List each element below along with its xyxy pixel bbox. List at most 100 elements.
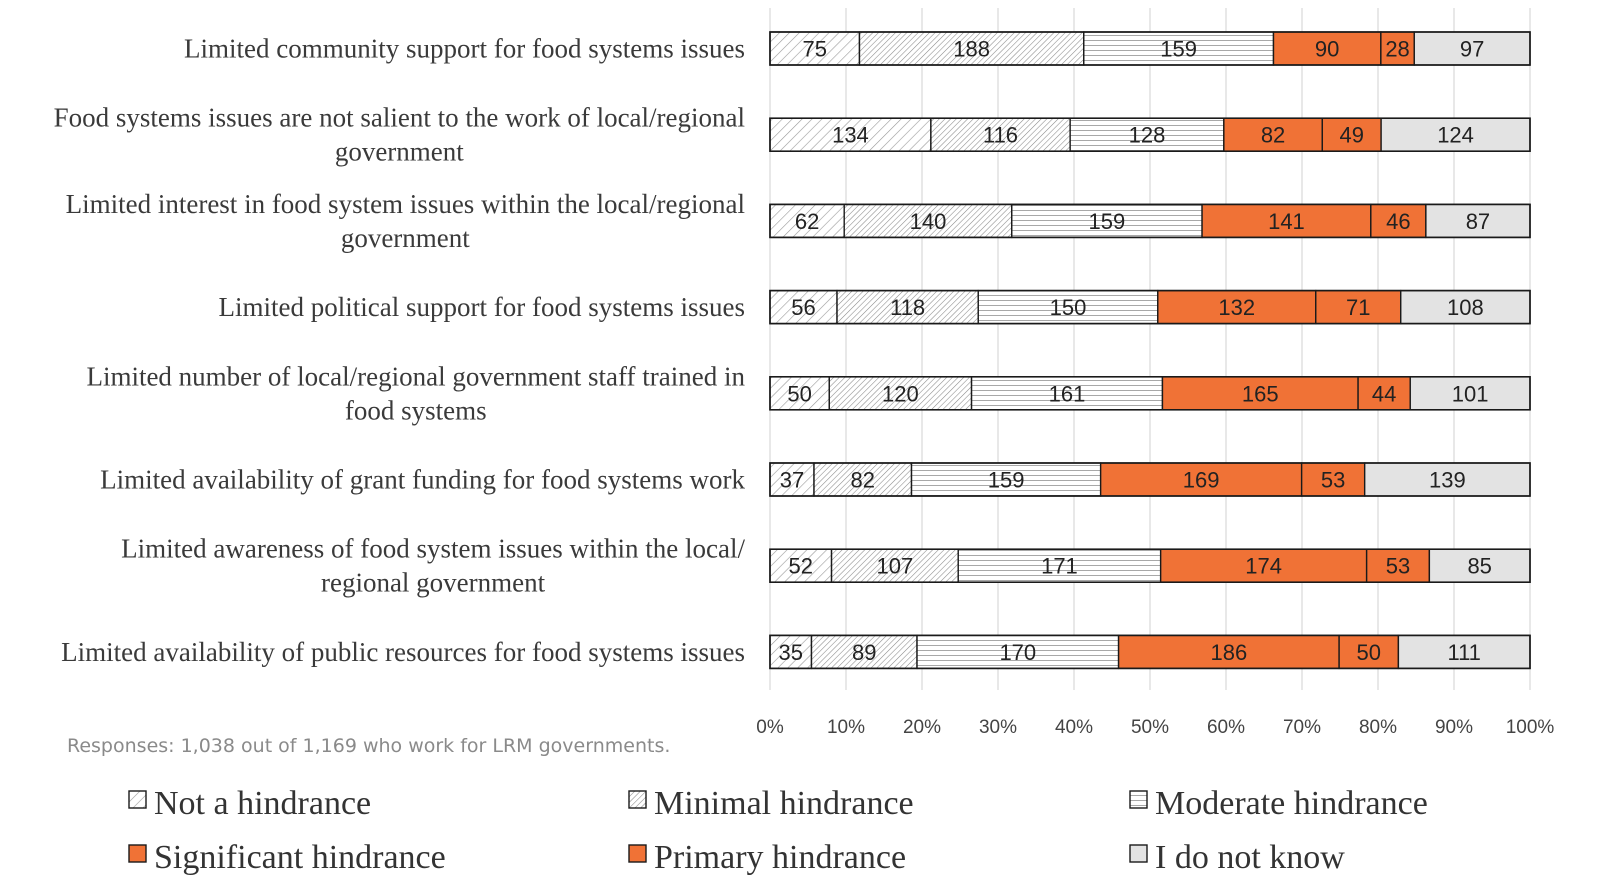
bar-segment [1161, 376, 1359, 411]
legend-item: Significant hindrance [128, 839, 446, 876]
data-label: 128 [1129, 123, 1166, 148]
x-axis-ticks: 0% 10% 20% 30% 40% 50% 60% 70% 80% 90% 100% [756, 717, 1554, 738]
data-label: 49 [1339, 123, 1363, 148]
category-label: Limited number of local/regional governm… [86, 361, 745, 391]
x-tick-label: 80% [1359, 717, 1397, 738]
data-label: 37 [780, 468, 804, 493]
category-labels: Limited community support for food syste… [54, 34, 746, 667]
data-label: 85 [1467, 554, 1491, 579]
x-tick-label: 100% [1506, 717, 1555, 738]
legend-label: Primary hindrance [654, 839, 906, 876]
data-label: 71 [1346, 295, 1370, 320]
bar-outline [769, 203, 1531, 239]
legend-item: Not a hindrance [128, 785, 371, 822]
data-label: 174 [1245, 554, 1282, 579]
legend-item: Minimal hindrance [628, 785, 914, 822]
bar-row: 35 89 170 186 50 111 [769, 634, 1531, 670]
data-label: 75 [802, 37, 826, 62]
legend-label: Not a hindrance [154, 785, 371, 822]
data-label: 132 [1218, 295, 1255, 320]
data-label: 87 [1466, 209, 1490, 234]
data-label: 141 [1268, 209, 1305, 234]
bar-segment [769, 548, 833, 583]
legend: Not a hindrance Minimal hindrance Moderate… [128, 785, 1428, 876]
x-tick-label: 20% [903, 717, 941, 738]
bar-segment [769, 31, 861, 66]
data-label: 50 [787, 381, 811, 406]
legend-label: Significant hindrance [154, 839, 446, 876]
data-label: 171 [1041, 554, 1078, 579]
category-label: Limited interest in food system issues w… [66, 189, 745, 219]
category-label: Limited availability of grant funding fo… [100, 465, 745, 495]
data-label: 101 [1452, 381, 1489, 406]
bar-row: 56 118 150 132 71 108 [769, 289, 1531, 325]
data-label: 97 [1460, 37, 1484, 62]
category-label: Limited awareness of food system issues … [121, 534, 745, 564]
legend-item: Primary hindrance [628, 839, 906, 876]
legend-label: Minimal hindrance [654, 785, 914, 822]
data-label: 140 [910, 209, 947, 234]
bar-outline [769, 117, 1531, 152]
data-label: 165 [1242, 381, 1279, 406]
data-label: 107 [877, 554, 914, 579]
data-label: 62 [795, 209, 819, 234]
data-label: 150 [1050, 295, 1087, 320]
bar-row: 134 116 128 82 49 124 [769, 117, 1531, 152]
bar-outline [769, 462, 1531, 497]
x-tick-label: 50% [1131, 717, 1169, 738]
data-label: 89 [852, 640, 876, 665]
data-label: 108 [1447, 295, 1484, 320]
data-label: 111 [1447, 640, 1480, 665]
data-label: 188 [953, 37, 990, 62]
bar-segment [1099, 462, 1303, 497]
data-label: 159 [988, 468, 1025, 493]
data-label: 124 [1437, 123, 1474, 148]
category-label-continued: regional government [321, 568, 546, 598]
bar-segment [769, 203, 845, 239]
bar-segment [970, 376, 1164, 411]
bar-segment [930, 117, 1071, 152]
data-label: 50 [1357, 640, 1381, 665]
data-label: 186 [1210, 640, 1247, 665]
data-label: 170 [999, 640, 1036, 665]
data-label: 35 [779, 640, 803, 665]
legend-swatch [628, 790, 647, 809]
responses-note: Responses: 1,038 out of 1,169 who work f… [67, 735, 670, 757]
data-label: 82 [1261, 123, 1285, 148]
legend-item: Moderate hindrance [1129, 785, 1428, 822]
x-tick-label: 70% [1283, 717, 1321, 738]
x-tick-label: 0% [756, 717, 784, 738]
legend-swatch [628, 844, 647, 863]
bar-segment [810, 634, 918, 670]
category-label: Limited availability of public resources… [61, 637, 745, 667]
data-label: 44 [1372, 381, 1396, 406]
category-label-continued: government [335, 137, 464, 167]
category-label: Limited community support for food syste… [184, 34, 745, 64]
bar-outline [769, 375, 1531, 411]
bar-segment [1011, 203, 1203, 239]
data-label: 118 [890, 295, 925, 320]
bar-row: 50 120 161 165 44 101 [769, 375, 1531, 411]
data-label: 159 [1160, 37, 1197, 62]
x-tick-label: 40% [1055, 717, 1093, 738]
x-tick-label: 30% [979, 717, 1017, 738]
data-label: 46 [1386, 209, 1410, 234]
bar-outline [769, 31, 1531, 66]
legend-item: I do not know [1129, 839, 1345, 876]
category-label: Limited political support for food syste… [219, 292, 745, 322]
x-tick-label: 90% [1435, 717, 1473, 738]
grid-lines [769, 8, 1531, 690]
legend-swatch [1129, 790, 1148, 809]
data-label: 82 [851, 468, 875, 493]
bar-outline [769, 548, 1531, 584]
bar-row: 62 140 159 141 46 87 [769, 203, 1531, 239]
bar-row: 37 82 159 169 53 139 [769, 462, 1531, 497]
data-label: 52 [789, 554, 813, 579]
data-label: 120 [882, 381, 919, 406]
category-label-continued: government [341, 223, 470, 253]
data-label: 134 [832, 123, 869, 148]
bar-segment [1380, 117, 1531, 152]
x-tick-label: 10% [827, 717, 865, 738]
legend-label: I do not know [1155, 839, 1345, 876]
